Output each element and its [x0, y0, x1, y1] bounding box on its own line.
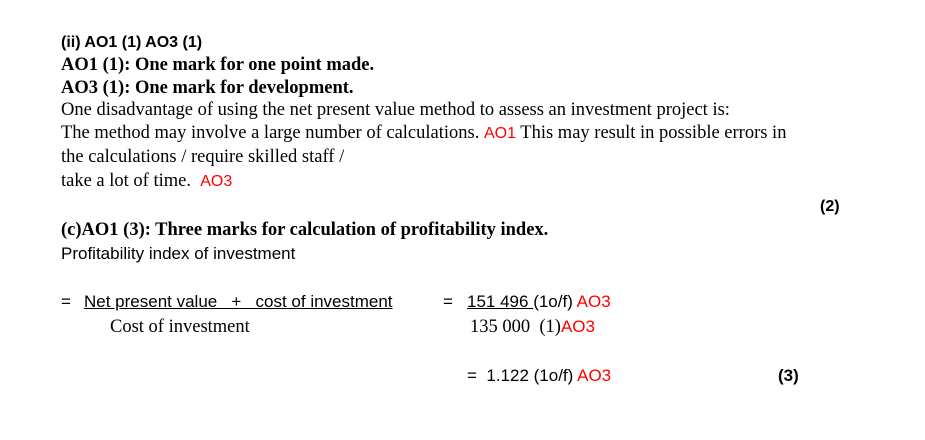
cost-value: 135 000 (1)	[470, 317, 561, 337]
answer-line-1: One disadvantage of using the net presen…	[61, 100, 730, 120]
equals-2: =	[443, 292, 453, 311]
ao3-criterion: AO3 (1): One mark for development.	[61, 78, 354, 98]
mark-note: (1o/f)	[533, 292, 573, 311]
ao1-tag: AO1	[483, 125, 516, 142]
marks-3: (3)	[778, 366, 799, 385]
answer-text: take a lot of time.	[61, 171, 191, 191]
equals-1: =	[61, 292, 71, 311]
ao3-tag: AO3	[200, 173, 233, 190]
part-c-subheading: Profitability index of investment	[61, 244, 296, 263]
result-value: = 1.122 (1o/f)	[467, 366, 574, 385]
answer-text: This may result in possible errors in	[520, 123, 787, 143]
numerator-value: 151 496 (1o/f) AO3	[467, 291, 611, 313]
answer-line-2: The method may involve a large number of…	[61, 122, 786, 145]
marks-2: (2)	[820, 198, 840, 215]
ao1-criterion: AO1 (1): One mark for one point made.	[61, 55, 375, 75]
formula-denominator: Cost of investment	[110, 317, 250, 337]
ao3-tag: AO3	[560, 317, 595, 336]
answer-line-3: the calculations / require skilled staff…	[61, 147, 345, 167]
formula-numerator: Net present value + cost of investment	[84, 292, 393, 311]
result: = 1.122 (1o/f) AO3	[467, 365, 611, 387]
part-ii-heading: (ii) AO1 (1) AO3 (1)	[61, 34, 203, 51]
denominator-value: 135 000 (1)AO3	[470, 316, 595, 339]
answer-line-4: take a lot of time. AO3	[61, 170, 232, 193]
answer-text: The method may involve a large number of…	[61, 123, 480, 143]
ao3-tag: AO3	[576, 292, 611, 311]
ao3-tag: AO3	[577, 366, 612, 385]
part-c-heading: (c)AO1 (3): Three marks for calculation …	[61, 220, 549, 240]
npv-plus-cost: 151 496	[467, 292, 534, 311]
